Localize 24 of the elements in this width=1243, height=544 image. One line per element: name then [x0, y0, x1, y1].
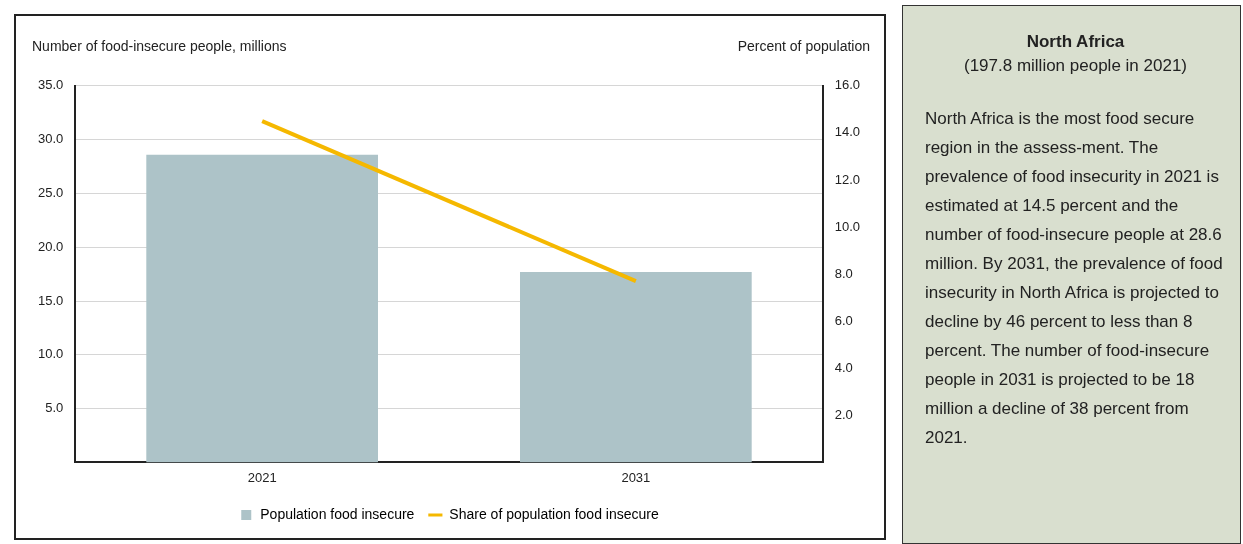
- y-axis-title: Number of food-insecure people, millions: [32, 38, 287, 54]
- x-tick-label: 2031: [621, 469, 651, 485]
- y-tick-label: 25.0: [37, 184, 64, 200]
- text: (197.8 million people in 2021): [962, 56, 1188, 76]
- y2-tick-label: 12.0: [834, 171, 861, 187]
- x-tick-label: 2021: [247, 469, 277, 485]
- y-tick-label: 20.0: [37, 238, 64, 254]
- y2-tick-label: 2.0: [834, 406, 853, 422]
- y2-axis-title: Percent of population: [737, 38, 870, 54]
- y-tick-label: 30.0: [37, 131, 64, 147]
- y-tick-label: 35.0: [37, 77, 64, 93]
- legend-label: Share of population food insecure: [449, 505, 659, 522]
- y2-tick-label: 10.0: [834, 218, 861, 234]
- y2-tick-label: 8.0: [834, 265, 853, 281]
- y-tick-label: 5.0: [45, 400, 64, 416]
- y2-tick-label: 14.0: [834, 124, 861, 140]
- y2-tick-label: 6.0: [834, 312, 853, 328]
- y-tick-label: 10.0: [37, 346, 64, 362]
- text: North Africa: [1025, 32, 1126, 52]
- text: North Africa is the most food secure region in the assess-ment. The prevalence of food insecurity in 2021 is estimated at 14.5 percent and the number of food-insecure people at 28.6 million. By 2031, the prevalence of food insecurity in North Africa is projected to decline by 46 percent to less than 8 percent. The number of food-insecure people in 2031 is projected to be 18 million a decline of 38 percent from 2021.: [925, 109, 1223, 447]
- y2-tick-label: 16.0: [834, 77, 861, 93]
- y-tick-label: 15.0: [37, 292, 64, 308]
- legend-label: Population food insecure: [260, 505, 415, 522]
- y2-tick-label: 4.0: [834, 359, 853, 375]
